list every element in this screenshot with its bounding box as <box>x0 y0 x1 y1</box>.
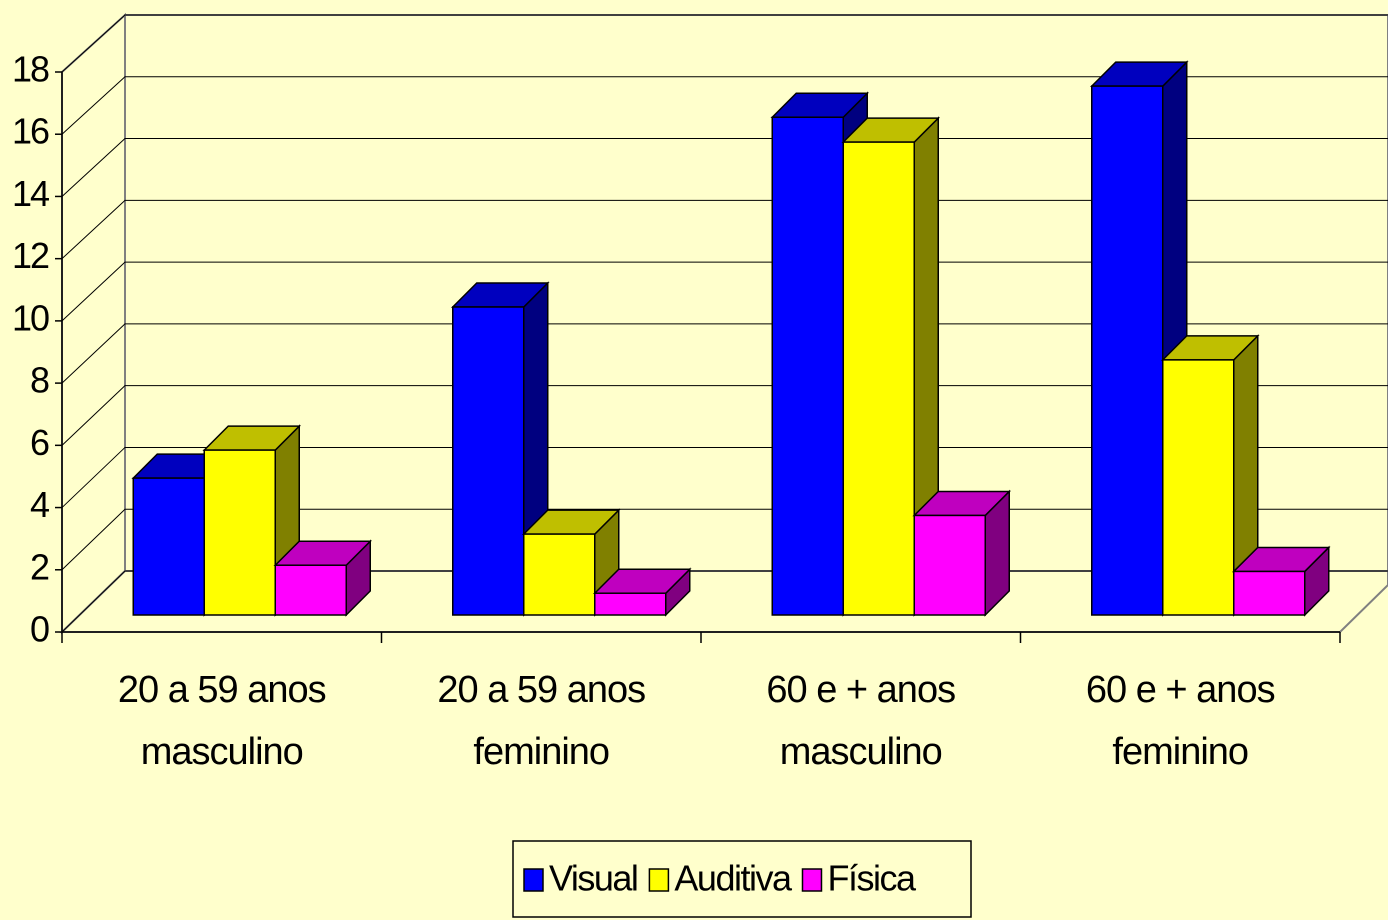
x-tick-label: 60 e + anos masculino <box>766 669 956 773</box>
y-tick-label: 12 <box>12 235 49 276</box>
x-tick-label: 20 a 59 anos masculino <box>117 669 327 773</box>
bar <box>273 539 373 617</box>
x-tick-label: 20 a 59 anos feminino <box>437 669 646 773</box>
y-tick-label: 10 <box>12 297 49 338</box>
grid-line <box>61 138 1388 197</box>
y-tick-label: 6 <box>30 422 49 463</box>
bar-front <box>842 141 915 616</box>
bar-front <box>1233 570 1306 616</box>
bar-front <box>452 306 525 616</box>
legend-swatch <box>523 868 544 892</box>
x-tick-label: 60 e + anos feminino <box>1085 669 1276 773</box>
grid-line <box>61 14 1388 73</box>
bar <box>1160 334 1260 617</box>
legend-label: Física <box>827 858 916 899</box>
legend-swatch <box>648 868 670 892</box>
grid-line <box>61 76 1388 135</box>
y-tick-label: 16 <box>12 111 49 152</box>
bar-front <box>1091 85 1164 616</box>
legend-swatch <box>801 868 823 892</box>
y-tick-label: 4 <box>30 484 49 525</box>
grid-line <box>61 199 1388 260</box>
bar-front <box>523 533 596 616</box>
bar-front <box>1162 359 1235 616</box>
bar-front <box>771 116 844 616</box>
y-tick-label: 0 <box>30 609 49 650</box>
legend: Visual Auditiva Física <box>512 840 972 918</box>
bar <box>912 489 1012 617</box>
y-tick-label: 14 <box>12 173 49 214</box>
y-tick-label: 2 <box>30 546 49 587</box>
bar-front <box>594 592 667 616</box>
bar-front <box>132 477 205 616</box>
bar <box>592 567 692 617</box>
grid-line <box>61 323 1388 384</box>
bar <box>1231 545 1331 617</box>
bar <box>841 116 941 617</box>
grid-line <box>61 385 1388 446</box>
bar-front <box>274 564 347 616</box>
legend-label: Visual <box>549 858 637 899</box>
y-tick-label: 8 <box>30 360 49 401</box>
y-tick-label: 18 <box>12 49 49 90</box>
legend-box <box>512 840 972 918</box>
grid-line <box>61 446 1388 508</box>
bar-front <box>913 514 986 616</box>
grid-line <box>61 261 1388 322</box>
legend-label: Auditiva <box>674 858 793 899</box>
bar-front <box>203 449 276 616</box>
